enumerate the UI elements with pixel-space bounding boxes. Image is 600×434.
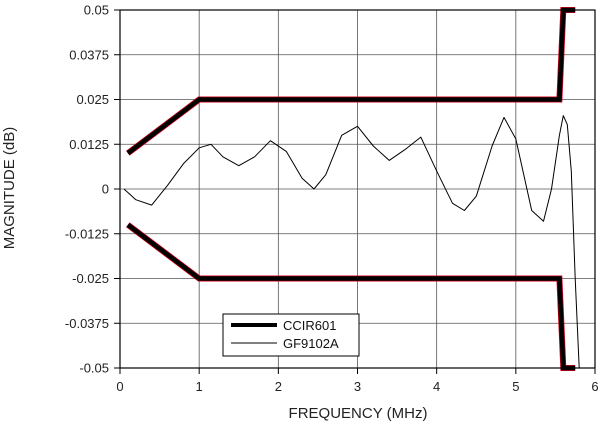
y-tick-label: 0.05 bbox=[84, 3, 109, 18]
y-tick-label: 0.025 bbox=[76, 92, 109, 107]
legend: CCIR601 GF9102A bbox=[222, 313, 360, 357]
legend-label-gf9102a: GF9102A bbox=[283, 336, 339, 351]
y-tick-label: 0 bbox=[102, 182, 109, 197]
x-tick-label: 5 bbox=[512, 379, 519, 394]
y-tick-label: -0.0125 bbox=[65, 226, 109, 241]
y-axis-title: MAGNITUDE (dB) bbox=[1, 127, 18, 250]
legend-box bbox=[222, 313, 360, 357]
tick-label-layer: 0 1 2 3 4 5 6 0.05 0.0375 0.025 0.0125 0 -0.0125 -0.0… bbox=[65, 3, 599, 395]
y-tick-label: 0.0375 bbox=[69, 47, 109, 62]
legend-label-ccir601: CCIR601 bbox=[283, 318, 336, 333]
x-tick-label: 0 bbox=[116, 379, 123, 394]
x-axis-title: FREQUENCY (MHz) bbox=[289, 405, 428, 422]
series-gf9102a-line bbox=[123, 115, 580, 369]
frame-layer bbox=[114, 9, 596, 374]
y-tick-label: 0.0125 bbox=[69, 137, 109, 152]
x-tick-label: 6 bbox=[591, 379, 598, 394]
x-tick-label: 4 bbox=[433, 379, 440, 394]
y-tick-label: -0.05 bbox=[79, 361, 109, 376]
y-tick-label: -0.0375 bbox=[65, 316, 109, 331]
x-tick-label: 2 bbox=[275, 379, 282, 394]
x-tick-label: 1 bbox=[196, 379, 203, 394]
y-tick-label: -0.025 bbox=[72, 271, 109, 286]
x-tick-label: 3 bbox=[354, 379, 361, 394]
